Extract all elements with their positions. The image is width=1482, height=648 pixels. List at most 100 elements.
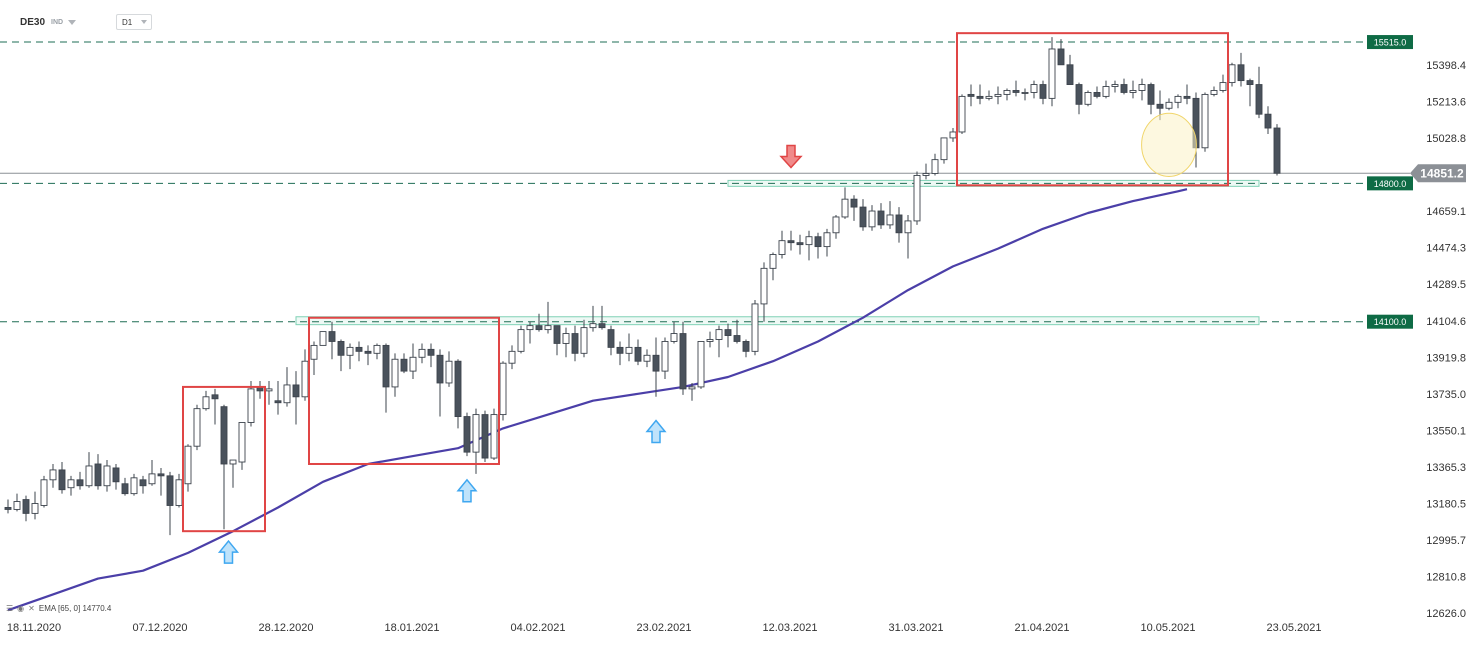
candle-body-down [895,214,903,234]
highlight-ellipse [1141,112,1197,177]
candle-body-up [715,329,723,340]
candle [256,380,264,399]
candle-body-up [49,469,57,481]
candle [958,94,966,134]
candle [634,339,642,366]
candle [760,262,768,322]
candle [895,207,903,243]
candle [850,195,858,221]
candle [247,380,255,427]
close-icon[interactable]: ✕ [28,604,35,613]
candle [211,388,219,425]
range-box [182,385,266,533]
candle [193,404,201,451]
candle-body-up [319,331,327,346]
candle-body-up [769,254,777,269]
symbol-type: IND [51,18,64,26]
symbol-selector[interactable]: DE30 IND [20,14,77,30]
candle-body-down [157,473,165,477]
candle [832,214,840,239]
candle [904,214,912,259]
candle-body-down [535,325,543,331]
y-tick-label: 13365.3 [1426,462,1466,474]
candle [535,313,543,332]
candle-body-up [832,216,840,234]
candle [1273,124,1281,176]
candle [373,343,381,360]
level-label-bg [1367,35,1413,50]
y-tick-label: 14474.3 [1426,243,1466,255]
level-label: 14800.0 [1374,179,1407,189]
candle [643,349,651,368]
chevron-down-icon[interactable] [68,19,77,25]
candle [1084,90,1092,107]
candle-body-up [499,362,507,416]
x-tick-label: 04.02.2021 [510,622,565,634]
candle [985,90,993,101]
y-tick-label: 12995.7 [1426,535,1466,547]
eye-icon[interactable]: ◉ [17,604,25,613]
y-tick-label: 12626.0 [1426,608,1466,620]
range-box [308,316,500,465]
candle [778,230,786,259]
x-tick-label: 28.12.2020 [258,622,313,634]
candle [1201,92,1209,152]
candle [490,408,498,461]
x-tick-label: 18.01.2021 [384,622,439,634]
y-tick-label: 15213.6 [1426,97,1466,109]
y-tick-label: 13919.8 [1426,352,1466,364]
list-icon[interactable]: ☰ [6,604,14,613]
candle-body-down [58,469,66,491]
candle [157,467,165,496]
candle [625,333,633,362]
candle-body-up [310,344,318,360]
candle [580,319,588,358]
y-tick-label: 14104.6 [1426,316,1466,328]
candle-body-up [922,173,930,176]
candle [94,454,102,490]
candle [121,477,129,496]
candle [1129,80,1137,99]
candle-body-up [913,175,921,222]
candle-body-down [112,467,120,483]
candle [175,473,183,508]
x-tick-label: 10.05.2021 [1140,622,1195,634]
candle [823,228,831,257]
candle-body-down [1237,64,1245,82]
candle [994,86,1002,105]
candle [418,343,426,364]
candle [1075,82,1083,115]
candle [976,84,984,105]
candle-body-up [670,333,678,342]
candle-body-down [1147,84,1155,105]
x-tick-label: 23.05.2021 [1266,622,1321,634]
candle-body-up [805,236,813,246]
candle [337,339,345,372]
candle-body-up [643,354,651,362]
candle-body-down [787,240,795,244]
candle [886,201,894,229]
chevron-down-icon[interactable] [141,20,148,24]
candle-body-up [985,95,993,99]
candle-body-up [1174,95,1182,103]
candle [139,475,147,494]
timeframe-selector[interactable]: D1 [116,14,152,30]
candle-body-up [589,323,597,329]
candle [841,187,849,219]
candle-body-down [859,206,867,228]
candle-body-up [148,473,156,485]
candle [616,341,624,366]
candle [148,460,156,486]
candle [967,84,975,107]
candle-body-down [733,335,741,342]
candle [229,459,237,488]
candle [679,321,687,395]
candle [697,341,705,389]
candle-body-up [391,358,399,388]
candle-body-down [292,384,300,398]
symbol-name: DE30 [20,16,46,28]
candle-body-down [553,325,561,344]
candle [382,343,390,413]
